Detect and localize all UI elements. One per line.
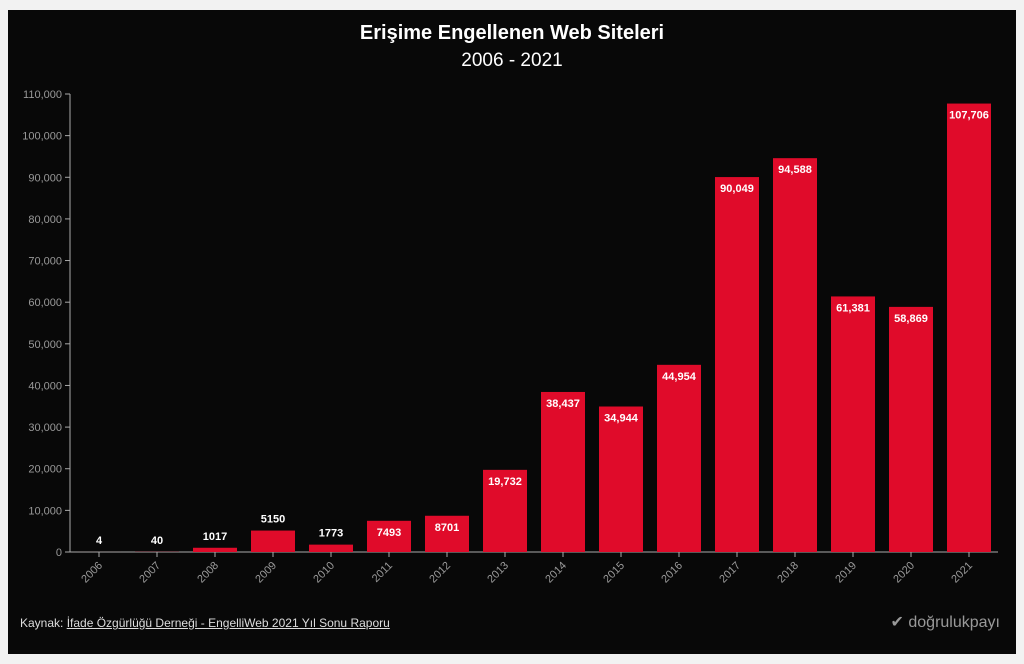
data-label: 7493 [377,527,401,539]
data-label: 8701 [435,522,459,534]
chart-subtitle: 2006 - 2021 [461,50,563,71]
bar [715,177,759,552]
data-label: 1773 [319,528,343,540]
y-tick-label: 0 [56,547,62,559]
y-tick-label: 80,000 [28,214,62,226]
bar [657,364,701,552]
x-tick-label: 2017 [717,560,743,586]
y-tick-label: 70,000 [28,256,62,268]
y-tick-label: 30,000 [28,422,62,434]
x-tick-label: 2009 [253,560,279,586]
data-label: 107,706 [949,110,989,122]
x-tick-label: 2016 [659,560,685,586]
logo-text: doğrulukpayı [908,614,1000,631]
y-tick-label: 60,000 [28,297,62,309]
data-label: 4 [96,535,103,547]
y-tick-label: 90,000 [28,172,62,184]
bar [367,520,411,552]
bar [773,158,817,552]
x-tick-label: 2015 [601,560,627,586]
data-label: 19,732 [488,476,522,488]
data-label: 94,588 [778,164,812,176]
y-tick-label: 50,000 [28,339,62,351]
bar [193,547,237,552]
y-tick-label: 20,000 [28,464,62,476]
x-tick-label: 2014 [543,560,569,586]
y-tick-label: 100,000 [22,131,62,143]
data-label: 5150 [261,514,285,526]
brand-logo: ✔ doğrulukpayı [891,612,1000,632]
bar [251,530,295,552]
x-tick-label: 2010 [311,560,337,586]
source-link[interactable]: İfade Özgürlüğü Derneği - EngelliWeb 202… [66,616,390,630]
source-prefix: Kaynak: [20,616,64,630]
bar [889,306,933,552]
source-note: Kaynak: İfade Özgürlüğü Derneği - Engell… [20,616,390,630]
data-label: 61,381 [836,302,870,314]
x-tick-label: 2019 [833,560,859,586]
bar [309,544,353,552]
x-tick-label: 2006 [79,560,105,586]
bar [599,406,643,552]
x-tick-label: 2011 [370,560,395,585]
x-tick-label: 2007 [137,560,163,586]
x-tick-label: 2012 [427,560,453,586]
data-label: 44,954 [662,371,697,383]
x-tick-label: 2008 [195,560,221,586]
bar [541,391,585,552]
data-label: 90,049 [720,183,754,195]
x-tick-label: 2013 [485,560,511,586]
chart-title: Erişime Engellenen Web Siteleri [359,22,665,44]
y-tick-label: 10,000 [28,505,62,517]
bar [831,296,875,552]
check-icon: ✔ [890,614,904,631]
x-tick-label: 2020 [891,560,917,586]
data-label: 58,869 [894,313,928,325]
bar [483,469,527,552]
data-label: 40 [151,535,163,547]
bar [947,103,991,552]
bar [425,515,469,552]
y-tick-label: 40,000 [28,380,62,392]
data-label: 1017 [203,531,227,543]
x-tick-label: 2018 [775,560,801,586]
data-label: 34,944 [604,413,639,425]
y-tick-label: 110,000 [23,89,62,101]
x-tick-label: 2021 [949,560,975,586]
data-label: 38,437 [546,398,580,410]
